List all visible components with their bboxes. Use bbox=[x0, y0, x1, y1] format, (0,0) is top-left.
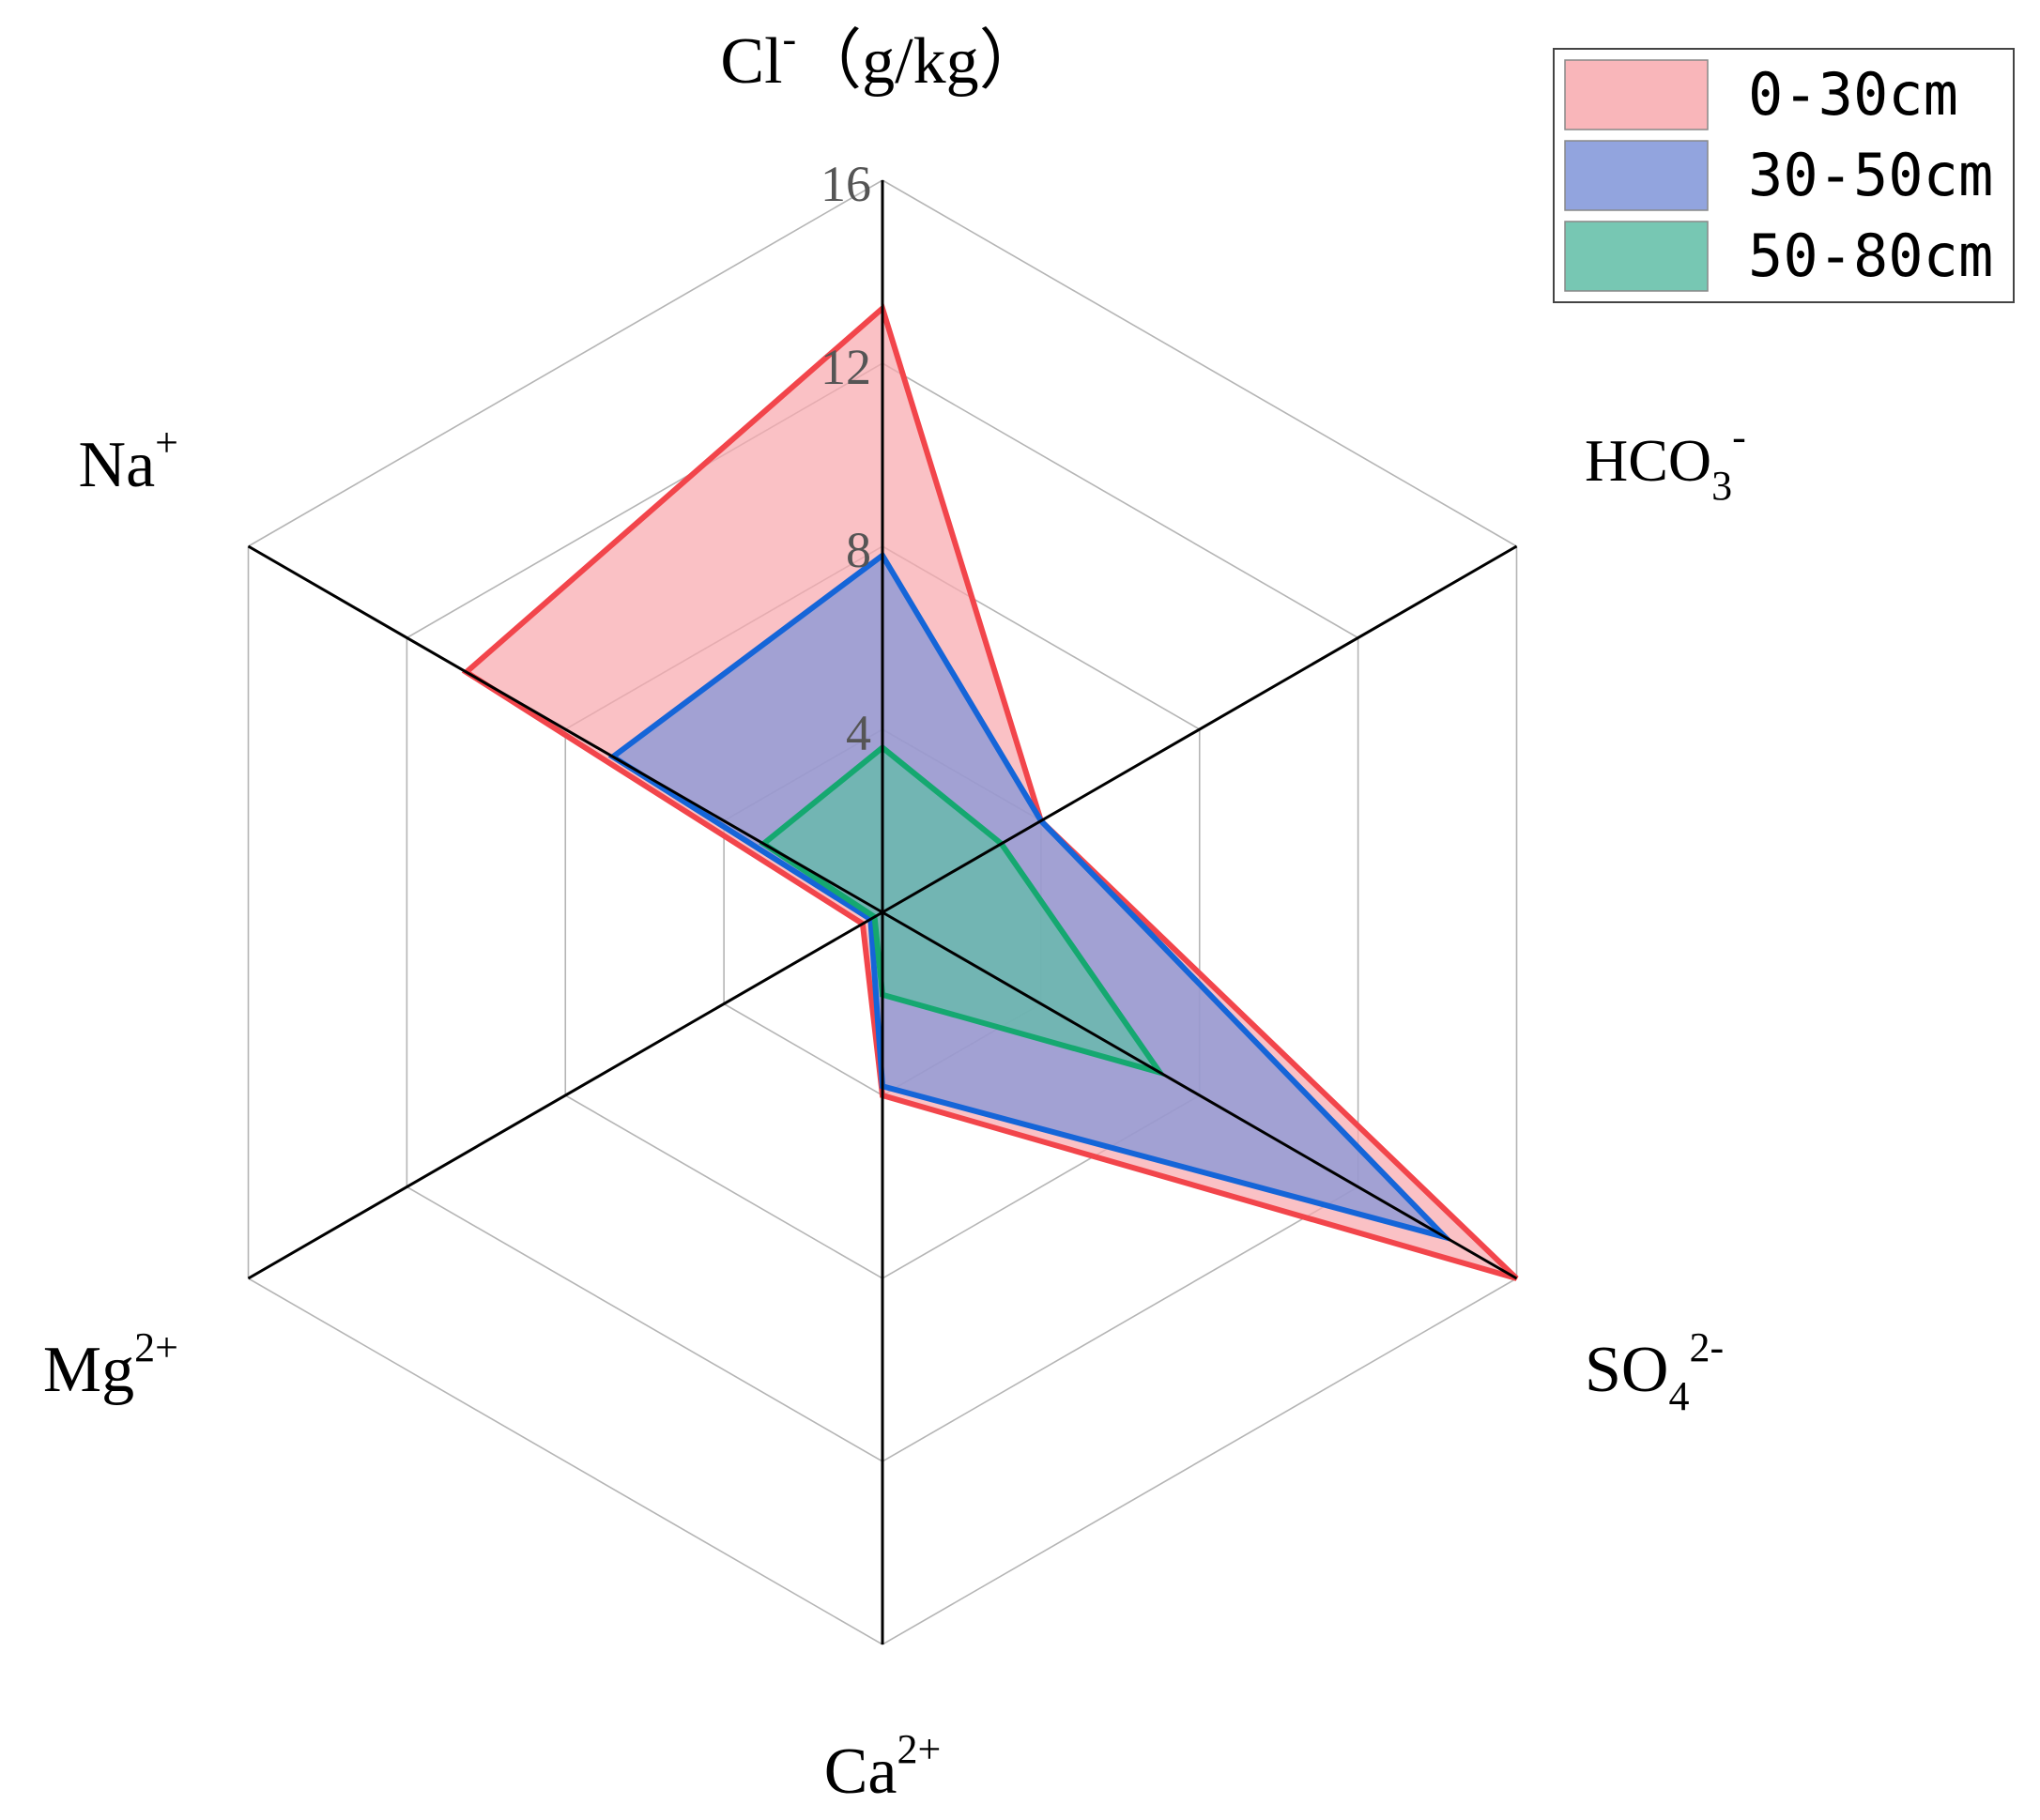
tick-labels: 4 8 12 16 bbox=[821, 156, 871, 761]
axis-spoke-2 bbox=[882, 910, 1518, 1280]
axis-label-hco: HCO3- bbox=[1585, 414, 1746, 509]
axis-label-na: Na+ bbox=[79, 420, 178, 501]
axis-spoke-5 bbox=[247, 544, 883, 914]
tick-label-8: 8 bbox=[846, 522, 871, 578]
spoke-layer bbox=[247, 180, 1518, 1644]
legend-swatch-30-50cm bbox=[1564, 140, 1709, 211]
legend-swatch-0-30cm bbox=[1564, 59, 1709, 130]
axis-label-ca: Ca2+ bbox=[824, 1726, 942, 1808]
axis-label-cl: Cl-（g/kg） bbox=[720, 16, 1044, 98]
axis-spoke-4 bbox=[247, 910, 883, 1280]
axis-labels: Cl-（g/kg） HCO3- SO42- Ca2+ Mg2+ Na+ bbox=[43, 16, 1746, 1808]
tick-label-16: 16 bbox=[821, 156, 871, 212]
legend-label-50-80cm: 50-80cm bbox=[1748, 222, 1993, 290]
tick-label-4: 4 bbox=[846, 705, 871, 761]
legend-label-30-50cm: 30-50cm bbox=[1748, 141, 1993, 209]
axis-label-mg: Mg2+ bbox=[43, 1324, 178, 1406]
axis-label-so: SO42- bbox=[1585, 1324, 1724, 1419]
tick-label-12: 12 bbox=[821, 339, 871, 395]
legend: 0-30cm 30-50cm 50-80cm bbox=[1553, 48, 2015, 303]
axis-spoke-1 bbox=[882, 544, 1518, 914]
legend-swatch-50-80cm bbox=[1564, 221, 1709, 292]
series-layer bbox=[461, 303, 1519, 1281]
legend-label-0-30cm: 0-30cm bbox=[1748, 60, 1958, 129]
